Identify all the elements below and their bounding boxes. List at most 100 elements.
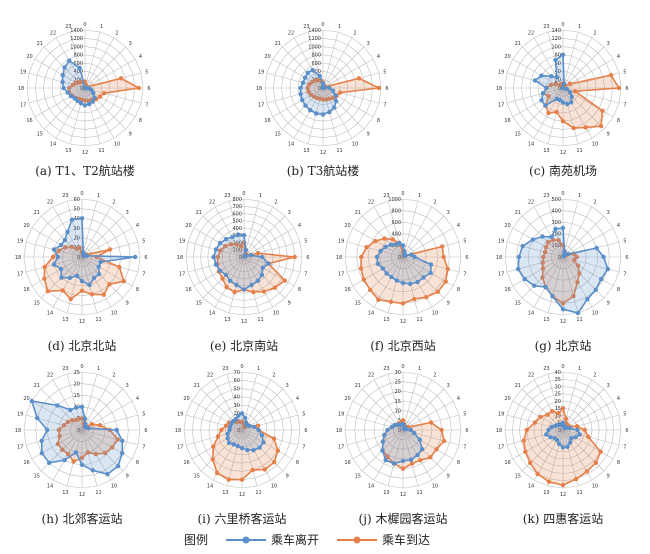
data-point-depart xyxy=(298,91,303,97)
data-point-depart xyxy=(79,404,85,409)
data-point-depart xyxy=(404,426,409,432)
hour-label: 15 xyxy=(34,300,40,306)
hour-label: 11 xyxy=(576,490,582,496)
data-point-arrive xyxy=(376,85,382,91)
data-point-depart xyxy=(266,261,271,266)
hour-label: 16 xyxy=(23,287,29,293)
hour-label: 21 xyxy=(515,210,521,216)
tick-label: 600 xyxy=(311,61,321,67)
grid-spoke xyxy=(562,206,593,258)
hour-label: 5 xyxy=(463,238,466,244)
data-point-depart xyxy=(55,403,60,408)
data-point-arrive xyxy=(89,292,95,297)
data-point-depart xyxy=(90,99,96,104)
data-point-arrive xyxy=(220,276,225,281)
hour-label: 9 xyxy=(447,473,450,479)
data-point-depart xyxy=(231,442,236,447)
data-point-arrive xyxy=(567,81,573,87)
grid-spoke xyxy=(547,373,564,431)
data-point-arrive xyxy=(532,420,538,425)
data-point-depart xyxy=(256,427,261,433)
grid-spoke xyxy=(512,429,564,460)
grid-spoke xyxy=(241,429,299,446)
data-point-depart xyxy=(230,234,235,240)
hour-label: 9 xyxy=(126,300,129,306)
data-point-depart xyxy=(327,109,332,115)
data-point-depart xyxy=(417,437,422,442)
data-point-arrive xyxy=(554,109,559,115)
hour-label: 19 xyxy=(179,238,185,244)
data-point-depart xyxy=(585,296,590,302)
data-point-depart xyxy=(74,273,80,278)
data-point-depart xyxy=(559,422,564,427)
radar-chart-2: 0 123456789101112131415161718192021222302… xyxy=(496,22,629,178)
hour-label: 22 xyxy=(368,200,374,206)
data-point-arrive xyxy=(573,476,579,482)
data-point-depart xyxy=(567,425,573,431)
tick-label: 1000 xyxy=(388,197,401,203)
tick-label: 0 xyxy=(80,86,83,92)
data-point-depart xyxy=(211,254,216,260)
data-point-depart xyxy=(259,272,265,278)
data-point-arrive xyxy=(553,81,559,87)
radar-chart-9: 0123456789101112131415161718192021222305… xyxy=(336,364,469,526)
hour-label: 6 xyxy=(625,255,628,261)
data-point-depart xyxy=(569,436,574,441)
hour-label: 11 xyxy=(336,148,342,154)
hour-label: 11 xyxy=(95,317,101,323)
data-point-depart xyxy=(87,282,92,288)
hour-label: 13 xyxy=(543,148,549,154)
data-point-arrive xyxy=(214,470,220,476)
data-point-depart xyxy=(383,457,388,463)
data-point-depart xyxy=(569,94,574,99)
data-point-arrive xyxy=(77,245,82,250)
data-point-depart xyxy=(565,101,570,107)
hour-label: 4 xyxy=(457,396,460,402)
hour-label: 15 xyxy=(515,473,521,479)
data-point-arrive xyxy=(93,451,99,457)
hour-label: 17 xyxy=(338,272,344,278)
hour-label: 4 xyxy=(617,223,620,229)
grid-spoke xyxy=(81,388,124,431)
hour-label: 7 xyxy=(302,445,305,451)
data-point-arrive xyxy=(215,254,221,260)
data-point-depart xyxy=(575,427,580,433)
hour-label: 6 xyxy=(625,428,628,434)
data-point-depart xyxy=(331,105,337,110)
tick-label: 50 xyxy=(234,386,240,392)
data-point-depart xyxy=(543,103,548,108)
hour-label: 15 xyxy=(196,300,202,306)
hour-label: 19 xyxy=(498,69,504,75)
data-point-depart xyxy=(73,405,79,410)
tick-label: 30 xyxy=(234,403,240,409)
tick-label: 0 xyxy=(558,86,561,92)
grid-spoke xyxy=(562,87,579,145)
grid-spoke xyxy=(322,46,365,89)
hour-label: 0 xyxy=(321,22,324,28)
hour-label: 9 xyxy=(447,300,450,306)
data-point-depart xyxy=(115,463,121,469)
grid-spoke xyxy=(562,37,593,89)
grid-spoke xyxy=(506,241,564,258)
hour-label: 12 xyxy=(239,492,245,498)
hour-label: 14 xyxy=(528,141,534,147)
hour-label: 11 xyxy=(257,317,263,323)
data-point-arrive xyxy=(292,254,297,260)
hour-label: 14 xyxy=(368,483,374,489)
hour-label: 13 xyxy=(224,317,230,323)
data-point-arrive xyxy=(261,289,267,294)
hour-label: 9 xyxy=(129,131,132,137)
tick-label: 50 xyxy=(74,206,80,212)
tick-label: 40 xyxy=(234,395,240,401)
data-point-arrive xyxy=(560,482,566,488)
data-point-depart xyxy=(313,111,319,116)
hour-label: 3 xyxy=(288,210,291,216)
hour-label: 6 xyxy=(144,255,147,261)
hour-label: 19 xyxy=(17,411,23,417)
data-point-depart xyxy=(60,72,65,78)
tick-label: 800 xyxy=(73,53,83,59)
hour-label: 4 xyxy=(377,54,380,60)
data-point-depart xyxy=(380,266,386,271)
hour-label: 17 xyxy=(498,103,504,109)
data-point-depart xyxy=(546,427,551,433)
